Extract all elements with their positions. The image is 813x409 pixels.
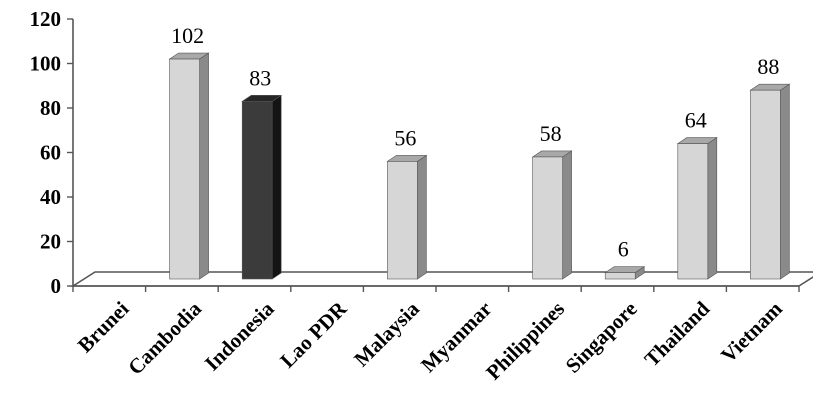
data-label-thailand: 64 (685, 108, 707, 133)
bar-front (604, 272, 636, 280)
bar-front (677, 143, 709, 280)
bar-front (169, 58, 200, 280)
x-tick-label: Singapore (561, 297, 642, 378)
x-tick-label: Thailand (640, 296, 715, 371)
bar-side (199, 52, 209, 280)
bar-cambodia (168, 52, 210, 280)
bar-vietnam (749, 83, 791, 280)
bar-side (271, 94, 282, 280)
bar-philippines (531, 150, 573, 280)
x-tick-label: Vietnam (716, 296, 787, 367)
y-axis: 0 20 40 60 80 100 120 (30, 7, 74, 298)
bar-front (241, 101, 273, 280)
y-tick-label: 120 (30, 7, 62, 31)
x-tick-label: Lao PDR (275, 296, 352, 373)
data-label-malaysia: 56 (394, 125, 416, 150)
bar-side (562, 150, 572, 280)
y-tick-label: 20 (40, 230, 61, 254)
bar-side (780, 83, 790, 280)
data-label-indonesia: 83 (249, 65, 271, 90)
bar-front (387, 161, 418, 280)
y-tick-label: 80 (40, 96, 61, 120)
y-tick-label: 40 (40, 185, 61, 209)
bar-malaysia (386, 154, 428, 280)
x-tick-label: Malaysia (349, 296, 424, 371)
data-label-vietnam: 88 (757, 54, 779, 79)
x-tick-label: Cambodia (123, 296, 206, 379)
bar-side (707, 137, 718, 280)
y-tick-label: 0 (51, 274, 62, 298)
x-tick-label: Philippines (481, 297, 569, 385)
bar-singapore (604, 266, 646, 280)
data-label-philippines: 58 (540, 121, 562, 146)
bar-thailand (676, 137, 718, 280)
x-tick-label: Brunei (73, 296, 134, 357)
data-label-singapore: 6 (618, 237, 629, 262)
bar-front (532, 156, 563, 280)
data-labels: 102 83 56 58 6 64 88 (171, 23, 779, 262)
data-label-cambodia: 102 (171, 23, 204, 48)
bar-side (417, 154, 427, 280)
y-tick-label: 60 (40, 141, 61, 165)
bar-front (750, 89, 781, 280)
bar-series (168, 52, 791, 280)
x-tick-label: Indonesia (200, 296, 279, 375)
y-tick-label: 100 (30, 52, 62, 76)
bar-indonesia (241, 94, 283, 280)
